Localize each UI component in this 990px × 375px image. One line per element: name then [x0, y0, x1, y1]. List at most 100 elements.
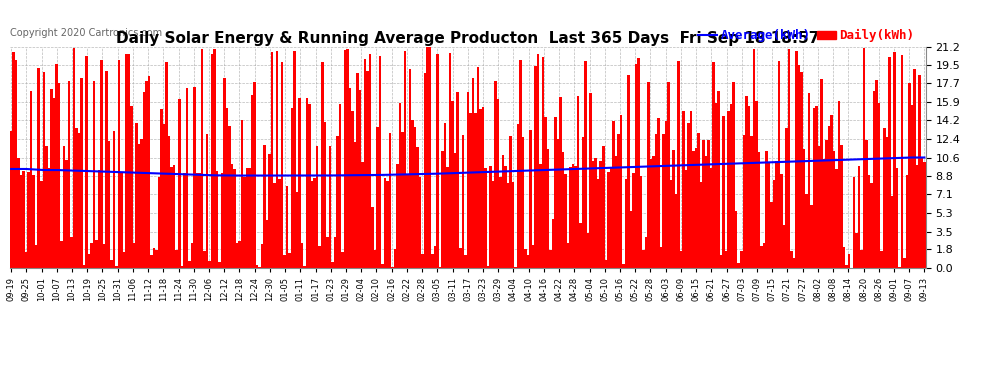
Bar: [564, 174, 567, 268]
Bar: [344, 50, 346, 268]
Bar: [454, 153, 456, 268]
Bar: [25, 252, 28, 268]
Bar: [432, 254, 434, 268]
Bar: [424, 73, 427, 268]
Bar: [461, 135, 464, 268]
Bar: [602, 146, 605, 268]
Bar: [180, 266, 183, 268]
Bar: [860, 250, 863, 268]
Title: Daily Solar Energy & Running Average Producton  Last 365 Days  Fri Sep 18 18:57: Daily Solar Energy & Running Average Pro…: [116, 31, 820, 46]
Bar: [376, 127, 379, 268]
Bar: [213, 49, 216, 268]
Bar: [62, 146, 65, 268]
Bar: [502, 155, 504, 268]
Bar: [836, 169, 838, 268]
Bar: [499, 177, 502, 268]
Bar: [898, 267, 901, 268]
Bar: [23, 171, 25, 268]
Bar: [93, 81, 95, 268]
Bar: [10, 132, 13, 268]
Bar: [128, 54, 131, 268]
Bar: [554, 117, 556, 268]
Bar: [331, 262, 334, 268]
Bar: [121, 172, 123, 268]
Bar: [569, 167, 572, 268]
Bar: [710, 168, 713, 268]
Bar: [489, 166, 492, 268]
Bar: [170, 166, 173, 268]
Bar: [459, 248, 461, 268]
Bar: [755, 101, 757, 268]
Bar: [296, 192, 298, 268]
Bar: [148, 76, 150, 268]
Bar: [342, 252, 344, 268]
Bar: [745, 96, 747, 268]
Bar: [381, 264, 384, 268]
Bar: [522, 136, 525, 268]
Bar: [823, 159, 826, 268]
Bar: [451, 101, 454, 268]
Bar: [697, 133, 700, 268]
Bar: [537, 54, 540, 268]
Bar: [535, 66, 537, 268]
Bar: [635, 64, 638, 268]
Bar: [742, 135, 745, 268]
Bar: [842, 247, 845, 268]
Bar: [670, 180, 672, 268]
Bar: [757, 152, 760, 268]
Bar: [456, 92, 459, 268]
Bar: [163, 124, 165, 268]
Bar: [329, 146, 331, 268]
Bar: [30, 90, 33, 268]
Bar: [131, 106, 133, 268]
Bar: [448, 53, 451, 268]
Bar: [293, 51, 296, 268]
Bar: [476, 67, 479, 268]
Bar: [90, 243, 93, 268]
Bar: [379, 56, 381, 268]
Bar: [654, 134, 657, 268]
Bar: [870, 183, 873, 268]
Bar: [118, 60, 121, 268]
Bar: [394, 249, 396, 268]
Bar: [715, 103, 718, 268]
Bar: [471, 78, 474, 268]
Bar: [643, 250, 644, 268]
Bar: [464, 255, 466, 268]
Bar: [855, 232, 858, 268]
Bar: [906, 176, 908, 268]
Bar: [657, 118, 659, 268]
Bar: [45, 146, 48, 268]
Bar: [268, 154, 271, 268]
Bar: [361, 162, 363, 268]
Bar: [509, 136, 512, 268]
Bar: [98, 170, 100, 268]
Bar: [579, 223, 582, 268]
Bar: [627, 75, 630, 268]
Bar: [497, 99, 499, 268]
Bar: [211, 54, 213, 268]
Bar: [923, 162, 926, 268]
Bar: [260, 244, 263, 268]
Bar: [622, 264, 625, 268]
Bar: [815, 106, 818, 268]
Bar: [13, 52, 15, 268]
Bar: [865, 140, 868, 268]
Bar: [514, 267, 517, 268]
Bar: [326, 237, 329, 268]
Bar: [702, 140, 705, 268]
Bar: [652, 156, 654, 268]
Bar: [770, 202, 772, 268]
Bar: [863, 48, 865, 268]
Bar: [190, 243, 193, 268]
Bar: [494, 81, 497, 268]
Bar: [105, 71, 108, 268]
Bar: [828, 126, 831, 268]
Bar: [675, 194, 677, 268]
Bar: [311, 181, 314, 268]
Bar: [556, 140, 559, 268]
Bar: [687, 123, 690, 268]
Bar: [409, 69, 411, 268]
Bar: [417, 147, 419, 268]
Bar: [223, 78, 226, 268]
